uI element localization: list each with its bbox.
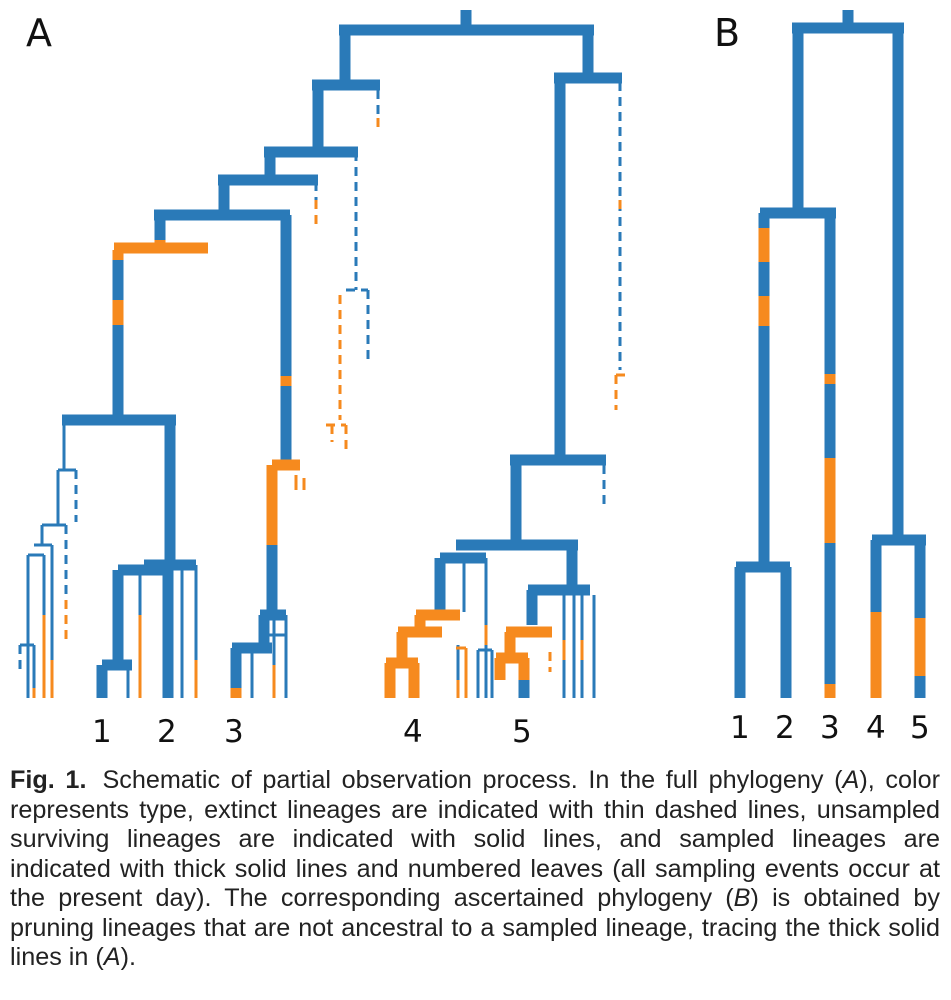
- leaf-label-a-4: 4: [403, 714, 423, 750]
- caption-text-2: ), color represents type, extinct lineag…: [10, 766, 940, 912]
- caption-ref-b: B: [733, 884, 751, 912]
- caption-ref-a-2: A: [103, 943, 121, 971]
- leaf-label-b-5: 5: [910, 710, 930, 746]
- leaf-label-a-5: 5: [512, 714, 532, 750]
- ascertained-phylogeny-tree: [734, 10, 926, 698]
- panel-label-b: B: [714, 11, 740, 55]
- caption-text-3: ) is obtained by pruning lineages that a…: [10, 884, 940, 971]
- extinct-lineages-type2: [64, 118, 626, 672]
- caption-text-4: ).: [120, 943, 136, 971]
- full-phylogeny-tree: [18, 10, 626, 698]
- leaf-label-a-2: 2: [157, 714, 177, 750]
- leaf-label-b-2: 2: [775, 710, 795, 746]
- caption-text-1: Schematic of partial observation process…: [102, 766, 843, 794]
- sampled-lineages-type2: [112, 240, 552, 698]
- leaf-label-a-1: 1: [92, 714, 112, 750]
- phylogeny-figure: A B: [18, 10, 930, 750]
- unsampled-lineages: [20, 420, 596, 698]
- figure-caption: Fig. 1. Schematic of partial observation …: [10, 766, 940, 973]
- ascertained-lineages-type2: [758, 228, 926, 698]
- leaf-label-b-4: 4: [866, 710, 886, 746]
- sampled-lineages: [62, 10, 622, 698]
- figure-number: Fig. 1.: [10, 766, 87, 794]
- caption-ref-a: A: [842, 766, 860, 794]
- ascertained-lineages: [734, 10, 926, 698]
- leaf-label-b-1: 1: [730, 710, 750, 746]
- leaf-label-b-3: 3: [820, 710, 840, 746]
- extinct-lineages: [18, 82, 622, 675]
- unsampled-lineages-type2: [32, 475, 584, 698]
- leaf-label-a-3: 3: [224, 714, 244, 750]
- panel-label-a: A: [26, 11, 52, 55]
